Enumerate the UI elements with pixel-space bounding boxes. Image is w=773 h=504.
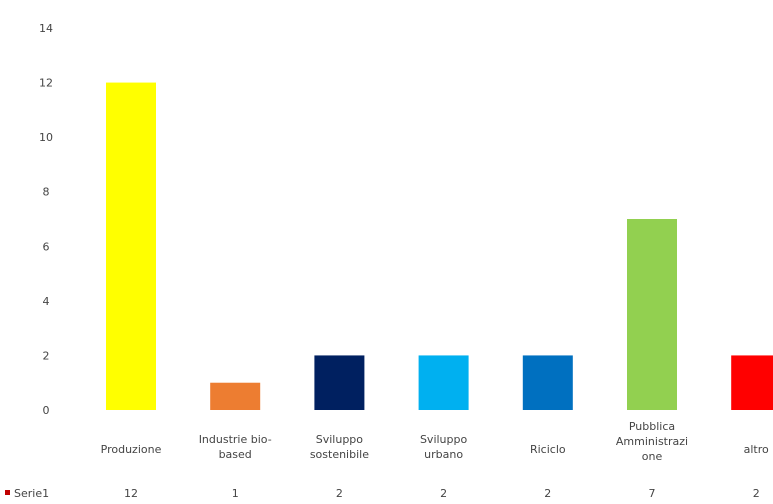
data-table-value: 7	[649, 487, 656, 500]
x-category-label: Pubblica Amministrazi one	[616, 420, 688, 463]
data-table-value: 2	[440, 487, 447, 500]
y-tick-label: 0	[43, 404, 50, 417]
bars	[106, 82, 773, 411]
x-category-label: Produzione	[101, 443, 162, 456]
y-tick-label: 14	[39, 22, 53, 35]
bar	[418, 355, 469, 410]
data-table-value: 1	[232, 487, 239, 500]
data-table-value: 2	[336, 487, 343, 500]
x-category-label: Riciclo	[530, 443, 566, 456]
legend-key	[5, 490, 10, 495]
data-table: Serie1 12 1 2 2 2 7 2	[5, 487, 760, 500]
y-tick-label: 2	[43, 349, 50, 362]
data-table-value: 12	[124, 487, 138, 500]
category-labels: Produzione Industrie bio-based Sviluppo sos…	[101, 420, 769, 463]
bar	[522, 355, 573, 410]
y-axis-ticks: 0 2 4 6 8 10 12 14	[39, 22, 53, 417]
bar	[210, 382, 261, 410]
bar	[731, 355, 773, 410]
y-tick-label: 4	[43, 295, 50, 308]
y-tick-label: 10	[39, 131, 53, 144]
y-tick-label: 8	[43, 186, 50, 199]
data-table-value: 2	[544, 487, 551, 500]
x-category-label: Industrie bio-based	[199, 433, 272, 461]
x-category-label: Sviluppo sostenibile	[310, 433, 369, 461]
bar	[106, 82, 156, 411]
bar	[627, 219, 677, 410]
x-category-label: Sviluppo urbano	[420, 433, 468, 461]
bar	[314, 355, 365, 410]
y-tick-label: 6	[43, 240, 50, 253]
data-table-value: 2	[753, 487, 760, 500]
series-name: Serie1	[14, 487, 49, 500]
y-tick-label: 12	[39, 77, 53, 90]
x-category-label: altro	[744, 443, 769, 456]
